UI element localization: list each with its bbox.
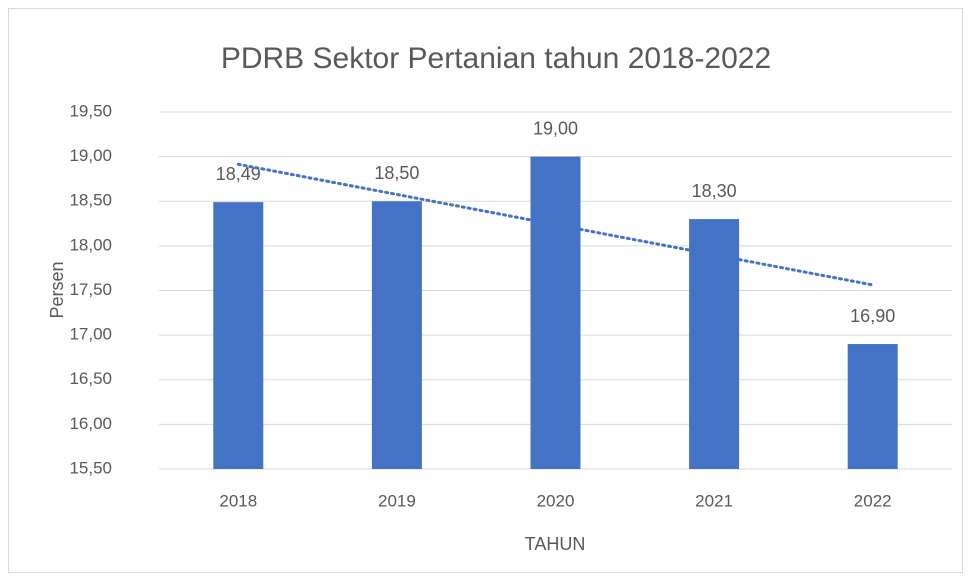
data-label: 19,00 [533,118,578,138]
data-label: 18,49 [216,164,261,184]
y-tick-label: 18,50 [69,191,112,210]
x-tick-label: 2019 [378,491,416,510]
bar [213,202,264,469]
x-tick-label: 2022 [854,491,892,510]
y-tick-label: 18,00 [69,235,112,254]
bar [847,344,898,469]
chart-title: PDRB Sektor Pertanian tahun 2018-2022 [221,42,771,75]
bar [689,219,740,469]
bar [371,201,422,469]
x-tick-label: 2020 [537,491,575,510]
y-axis-title: Persen [47,261,67,318]
y-tick-label: 16,00 [69,414,112,433]
data-label: 16,90 [850,306,895,326]
x-axis-title: TAHUN [525,534,586,554]
data-label: 18,50 [374,163,419,183]
y-tick-label: 19,50 [69,101,112,120]
y-tick-label: 16,50 [69,369,112,388]
y-tick-label: 15,50 [69,458,112,477]
x-tick-label: 2021 [695,491,733,510]
y-tick-label: 17,00 [69,325,112,344]
x-tick-label: 2018 [219,491,257,510]
trendline [236,162,875,287]
y-tick-label: 17,50 [69,280,112,299]
y-tick-label: 19,00 [69,146,112,165]
bar [530,156,581,469]
data-label: 18,30 [692,181,737,201]
